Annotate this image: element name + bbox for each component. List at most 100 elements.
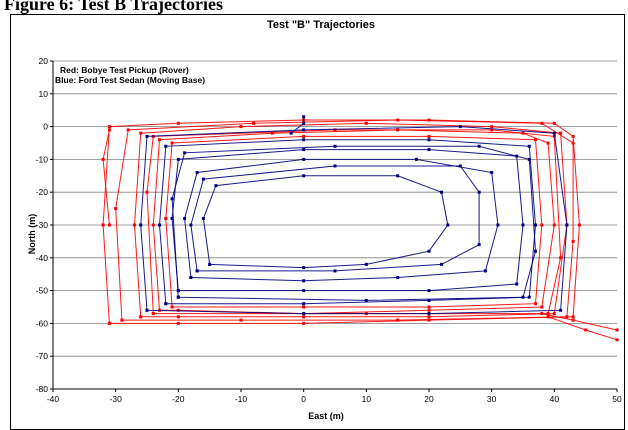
trajectory-point: [239, 125, 243, 129]
trajectory-point: [427, 118, 431, 122]
trajectory-point: [101, 223, 105, 227]
trajectory-point: [540, 312, 544, 316]
y-tick-label: -30: [36, 220, 49, 230]
trajectory-point: [151, 223, 155, 227]
trajectory-point: [201, 177, 205, 181]
x-tick-label: 0: [301, 394, 306, 404]
trajectory-line: [146, 129, 562, 315]
trajectory-point: [302, 279, 306, 283]
trajectory-point: [584, 328, 588, 332]
tick-labels: -40 -30 -20 -10 0 10 20 30 40 50 20 10 0 -10 -20 -30 -40…: [36, 56, 622, 404]
trajectory-point: [145, 190, 149, 194]
trajectory-point: [414, 157, 418, 161]
trajectory-point: [396, 275, 400, 279]
legend: Red: Bobye Test Pickup (Rover) Blue: For…: [55, 65, 205, 85]
trajectory-point: [270, 131, 274, 135]
trajectory-point: [540, 305, 544, 309]
trajectory-point: [571, 318, 575, 322]
trajectory-point: [107, 125, 111, 129]
trajectory-point: [577, 223, 581, 227]
trajectory-point: [496, 223, 500, 227]
trajectory-point: [571, 134, 575, 138]
x-tick-label: -10: [235, 394, 248, 404]
trajectory-line: [165, 135, 543, 308]
trajectory-point: [458, 164, 462, 168]
trajectory-point: [427, 312, 431, 316]
trajectory-point: [158, 138, 162, 142]
trajectory-point: [396, 118, 400, 122]
trajectory-point: [546, 315, 550, 319]
trajectory-point: [333, 269, 337, 273]
trajectory-point: [427, 138, 431, 142]
trajectory-point: [364, 121, 368, 125]
trajectory-point: [571, 315, 575, 319]
trajectory-point: [546, 312, 550, 316]
trajectory-point: [559, 308, 563, 312]
trajectory-line: [547, 316, 618, 341]
trajectory-line: [190, 165, 480, 272]
trajectory-point: [333, 144, 337, 148]
chart-frame: Test "B" Trajectories -40 -30 -20 -10 0 10 20 3…: [10, 14, 625, 430]
trajectory-point: [552, 312, 556, 316]
trajectory-point: [490, 125, 494, 129]
trajectory-point: [552, 121, 556, 125]
trajectory-point: [396, 318, 400, 322]
trajectory-point: [333, 164, 337, 168]
trajectory-point: [540, 121, 544, 125]
trajectory-point: [120, 318, 124, 322]
trajectory-point: [302, 321, 306, 325]
trajectory-point: [427, 305, 431, 309]
trajectory-point: [302, 289, 306, 293]
trajectory-line: [202, 175, 449, 269]
trajectory-point: [176, 315, 180, 319]
trajectory-point: [302, 128, 306, 132]
trajectory-point: [565, 223, 569, 227]
trajectory-point: [164, 216, 168, 220]
trajectory-point: [189, 223, 193, 227]
trajectory-point: [552, 131, 556, 135]
trajectory-point: [176, 321, 180, 325]
y-tick-label: -40: [36, 253, 49, 263]
trajectory-point: [534, 138, 538, 142]
data-series: [101, 115, 619, 342]
trajectory-point: [477, 243, 481, 247]
trajectory-point: [534, 223, 538, 227]
trajectory-point: [427, 134, 431, 138]
trajectory-point: [158, 223, 162, 227]
trajectory-point: [534, 249, 538, 253]
trajectory-point: [164, 144, 168, 148]
trajectory-point: [214, 184, 218, 188]
trajectory-point: [170, 305, 174, 309]
grid-lines: [53, 60, 617, 390]
trajectory-point: [302, 148, 306, 152]
trajectory-point: [302, 134, 306, 138]
trajectory-point: [139, 315, 143, 319]
trajectory-point: [440, 262, 444, 266]
y-tick-label: 10: [39, 89, 49, 99]
x-axis-label: East (m): [308, 411, 344, 421]
x-tick-label: 10: [362, 394, 372, 404]
trajectory-point: [164, 302, 168, 306]
trajectory-point: [132, 223, 136, 227]
x-tick-label: -30: [110, 394, 123, 404]
trajectory-point: [521, 223, 525, 227]
y-tick-label: -10: [36, 154, 49, 164]
trajectory-point: [521, 295, 525, 299]
trajectory-line: [102, 119, 580, 324]
trajectory-point: [139, 223, 143, 227]
trajectory-point: [176, 308, 180, 312]
y-tick-label: -50: [36, 286, 49, 296]
legend-moving-base: Blue: Ford Test Sedan (Moving Base): [55, 75, 205, 85]
legend-rover: Red: Bobye Test Pickup (Rover): [60, 65, 189, 75]
trajectory-point: [176, 121, 180, 125]
axes: [50, 60, 618, 392]
trajectory-point: [565, 315, 569, 319]
trajectory-point: [527, 295, 531, 299]
y-tick-label: 20: [39, 56, 49, 66]
trajectory-point: [546, 141, 550, 145]
trajectory-point: [239, 318, 243, 322]
trajectory-point: [145, 134, 149, 138]
trajectory-point: [527, 144, 531, 148]
trajectory-point: [170, 197, 174, 201]
trajectory-point: [333, 128, 337, 132]
